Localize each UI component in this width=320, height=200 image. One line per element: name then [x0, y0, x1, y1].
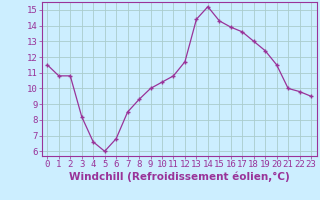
X-axis label: Windchill (Refroidissement éolien,°C): Windchill (Refroidissement éolien,°C) [69, 172, 290, 182]
